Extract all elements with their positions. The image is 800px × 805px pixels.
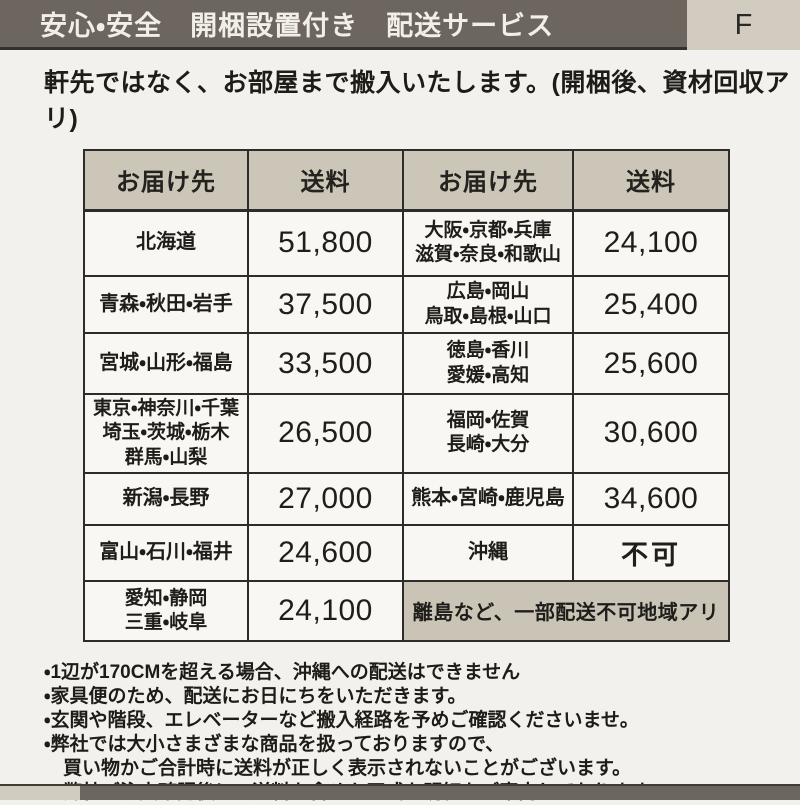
fee-cell: 37,500 <box>247 275 404 334</box>
fee-cell: 33,500 <box>247 332 404 395</box>
fee-cell-unavailable: 不可 <box>572 523 730 582</box>
destination-cell: 福岡・佐賀 長崎・大分 <box>402 393 574 474</box>
footnote-line: 買い物かご合計時に送料が正しく表示されないことがございます。 <box>44 757 632 779</box>
fee-cell: 24,600 <box>247 523 404 582</box>
destination-cell: 宮城・山形・福島 <box>83 332 249 395</box>
fee-cell: 30,600 <box>572 393 730 474</box>
fee-cell: 24,100 <box>247 579 404 642</box>
table-body: 北海道 51,800 大阪・京都・兵庫 滋賀・奈良・和歌山 24,100 青森・… <box>83 209 730 642</box>
col-header-destination-left: お届け先 <box>83 149 249 212</box>
remote-islands-note-cell: 離島など、一部配送不可地域アリ <box>402 579 730 642</box>
next-section-bar <box>0 784 800 800</box>
section-title: 安心・安全 開梱設置付き 配送サービス <box>40 11 555 41</box>
table-row: 東京・神奈川・千葉 埼玉・茨城・栃木 群馬・山梨 26,500 福岡・佐賀 長崎… <box>83 393 730 474</box>
table-row: 富山・石川・福井 24,600 沖縄 不可 <box>83 523 730 582</box>
table-header-row: お届け先 送料 お届け先 送料 <box>83 149 730 212</box>
destination-cell: 北海道 <box>83 209 249 277</box>
table-row: 愛知・静岡 三重・岐阜 24,100 離島など、一部配送不可地域アリ <box>83 579 730 642</box>
col-header-fee-left: 送料 <box>247 149 404 212</box>
table-row: 北海道 51,800 大阪・京都・兵庫 滋賀・奈良・和歌山 24,100 <box>83 209 730 277</box>
fee-cell: 25,400 <box>572 275 730 334</box>
table-row: 青森・秋田・岩手 37,500 広島・岡山 鳥取・島根・山口 25,400 <box>83 275 730 334</box>
footnote-line: ・家具便のため、配送にお日にちをいただきます。 <box>44 685 467 707</box>
destination-cell: 広島・岡山 鳥取・島根・山口 <box>402 275 574 334</box>
destination-cell: 青森・秋田・岩手 <box>83 275 249 334</box>
fee-cell: 27,000 <box>247 471 404 526</box>
col-header-destination-right: お届け先 <box>402 149 574 212</box>
col-header-fee-right: 送料 <box>572 149 730 212</box>
footnote-line: ・弊社では大小さまざまな商品を扱っておりますので、 <box>44 733 505 755</box>
fee-cell: 24,100 <box>572 209 730 277</box>
table-row: 宮城・山形・福島 33,500 徳島・香川 愛媛・高知 25,600 <box>83 332 730 395</box>
destination-cell: 新潟・長野 <box>83 471 249 526</box>
destination-cell: 富山・石川・福井 <box>83 523 249 582</box>
footnote-line: ・1辺が170CMを超える場合、沖縄への配送はできません <box>44 661 521 683</box>
section-index-badge: F <box>687 0 800 50</box>
destination-cell: 東京・神奈川・千葉 埼玉・茨城・栃木 群馬・山梨 <box>83 393 249 474</box>
next-section-bar-left-segment <box>0 786 80 800</box>
destination-cell: 沖縄 <box>402 523 574 582</box>
fee-cell: 34,600 <box>572 471 730 526</box>
fee-cell: 26,500 <box>247 393 404 474</box>
fee-cell: 51,800 <box>247 209 404 277</box>
section-header-bar: 安心・安全 開梱設置付き 配送サービス F <box>0 0 800 50</box>
table-row: 新潟・長野 27,000 熊本・宮崎・鹿児島 34,600 <box>83 471 730 526</box>
fee-cell: 25,600 <box>572 332 730 395</box>
shipping-fee-table: お届け先 送料 お届け先 送料 北海道 51,800 大阪・京都・兵庫 滋賀・奈… <box>83 149 730 642</box>
destination-cell: 大阪・京都・兵庫 滋賀・奈良・和歌山 <box>402 209 574 277</box>
destination-cell: 愛知・静岡 三重・岐阜 <box>83 579 249 642</box>
service-description: 軒先ではなく、お部屋まで搬入いたします。(開梱後、資材回収アリ) <box>44 69 790 133</box>
table-head: お届け先 送料 お届け先 送料 <box>83 149 730 212</box>
destination-cell: 熊本・宮崎・鹿児島 <box>402 471 574 526</box>
destination-cell: 徳島・香川 愛媛・高知 <box>402 332 574 395</box>
footnote-line: ・玄関や階段、エレベーターなど搬入経路を予めご確認くださいませ。 <box>44 709 639 731</box>
